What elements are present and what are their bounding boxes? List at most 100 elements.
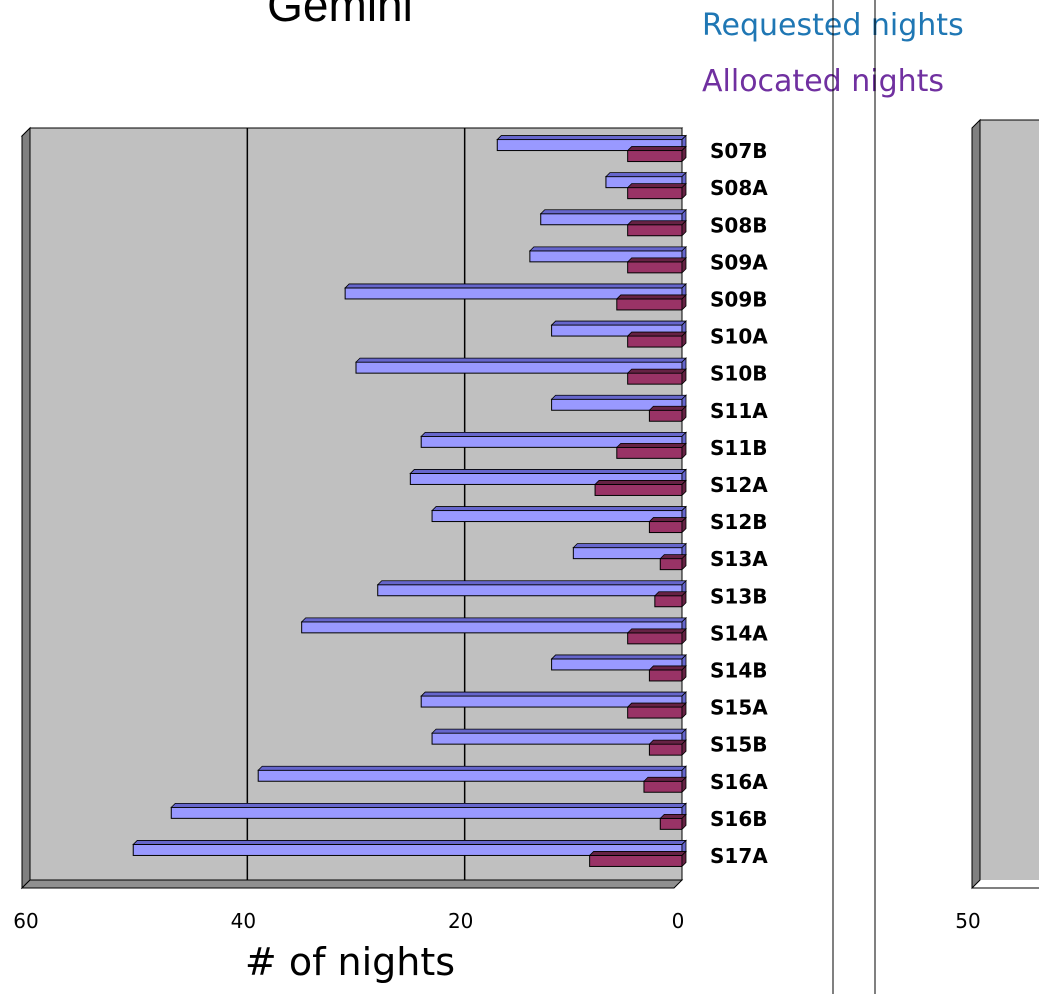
requested-bar-top	[420, 431, 687, 437]
allocated-bar-face	[594, 483, 683, 496]
plot-floor	[20, 879, 684, 889]
allocated-bar-top	[626, 146, 687, 151]
requested-bar-top	[376, 580, 687, 586]
requested-bar-top	[409, 469, 687, 474]
category-label: S08A	[710, 176, 768, 200]
x-tick-label: 60	[13, 909, 38, 933]
requested-bar-top	[496, 135, 687, 140]
allocated-bar	[615, 442, 687, 460]
allocated-bar-face	[654, 595, 683, 608]
allocated-bar	[659, 553, 687, 571]
allocated-bar	[615, 293, 687, 311]
requested-bar-top	[550, 654, 687, 660]
requested-bar-top	[550, 394, 687, 400]
allocated-bar-face	[659, 817, 683, 830]
allocated-bar-side	[681, 627, 687, 645]
allocated-bar-face	[616, 298, 683, 311]
allocated-bar-face	[643, 780, 683, 793]
allocated-bar	[653, 590, 687, 608]
allocated-bar-face	[627, 372, 683, 385]
allocated-bar-face	[627, 632, 683, 645]
allocated-bar-side	[681, 776, 687, 794]
requested-bar	[420, 431, 687, 449]
requested-bar	[170, 802, 687, 820]
allocated-bar-top	[588, 851, 687, 856]
requested-bar	[409, 468, 687, 486]
requested-bar-top	[420, 691, 687, 697]
category-label: S15A	[710, 696, 768, 720]
allocated-bar-face	[659, 558, 683, 571]
right-x-tick-label: 50	[955, 909, 980, 933]
requested-bar-top	[550, 320, 687, 326]
category-label: S09A	[710, 250, 768, 274]
allocated-bar-face	[627, 187, 683, 200]
requested-bar-face	[170, 806, 683, 819]
x-tick-label: 40	[231, 909, 256, 933]
requested-bar-top	[300, 617, 687, 623]
allocated-bar-top	[626, 368, 687, 374]
allocated-bar-face	[627, 335, 683, 348]
allocated-bar	[626, 256, 687, 274]
allocated-bar-side	[681, 664, 687, 682]
requested-bar-top	[257, 765, 687, 771]
allocated-bar	[626, 182, 687, 200]
allocated-bar-side	[681, 405, 687, 423]
allocated-bar-side	[681, 702, 687, 720]
allocated-bar-side	[681, 479, 687, 497]
allocated-bar-top	[648, 405, 687, 411]
plot-left-wall	[21, 126, 31, 890]
allocated-bar-side	[681, 813, 687, 831]
allocated-bar-side	[681, 182, 687, 200]
allocated-bar-top	[648, 665, 687, 671]
requested-bar-face	[431, 732, 683, 745]
category-label: S08B	[710, 213, 767, 237]
allocated-bar	[648, 516, 687, 534]
allocated-bar	[648, 664, 687, 682]
chart-title: Gemini	[267, 0, 413, 31]
allocated-bar-side	[681, 516, 687, 534]
requested-bar	[132, 839, 687, 857]
allocated-bar	[588, 850, 687, 868]
category-label: S12A	[710, 473, 768, 497]
allocated-bar-side	[681, 219, 687, 237]
allocated-bar-top	[648, 739, 687, 745]
requested-bar-face	[431, 510, 683, 523]
allocated-bar-side	[681, 553, 687, 571]
x-tick-label: 0	[672, 909, 685, 933]
requested-bar-top	[528, 246, 687, 252]
requested-bar-top	[344, 283, 687, 289]
allocated-bar-face	[648, 743, 683, 756]
category-label: S10B	[710, 362, 767, 386]
category-label: S07B	[710, 139, 767, 163]
allocated-bar-face	[648, 669, 683, 682]
category-label: S11B	[710, 436, 767, 460]
requested-bar-top	[572, 543, 687, 549]
allocated-bar	[626, 627, 687, 645]
category-label: S11A	[710, 399, 768, 423]
requested-bar-face	[301, 621, 683, 634]
allocated-bar-top	[626, 220, 687, 226]
allocated-bar-side	[681, 850, 687, 868]
allocated-bar-face	[627, 150, 683, 163]
allocated-bar	[659, 813, 687, 831]
requested-bar-top	[431, 506, 687, 511]
allocated-bar	[594, 479, 687, 497]
category-label: S13A	[710, 547, 768, 571]
category-label: S13B	[710, 584, 767, 608]
requested-bar	[496, 134, 687, 152]
allocated-bar-face	[627, 706, 683, 719]
category-label: S09B	[710, 287, 767, 311]
category-label: S14B	[710, 658, 767, 682]
allocated-bar	[643, 776, 687, 794]
category-label: S12B	[710, 510, 767, 534]
right-plot-left-wall	[971, 118, 981, 890]
allocated-bar-face	[589, 854, 683, 867]
allocated-bar-side	[681, 256, 687, 274]
requested-bar-top	[132, 840, 687, 845]
category-label: S15B	[710, 733, 767, 757]
allocated-bar-top	[653, 591, 687, 597]
allocated-bar-side	[681, 293, 687, 311]
allocated-bar-face	[627, 224, 683, 237]
requested-bar	[528, 245, 687, 263]
